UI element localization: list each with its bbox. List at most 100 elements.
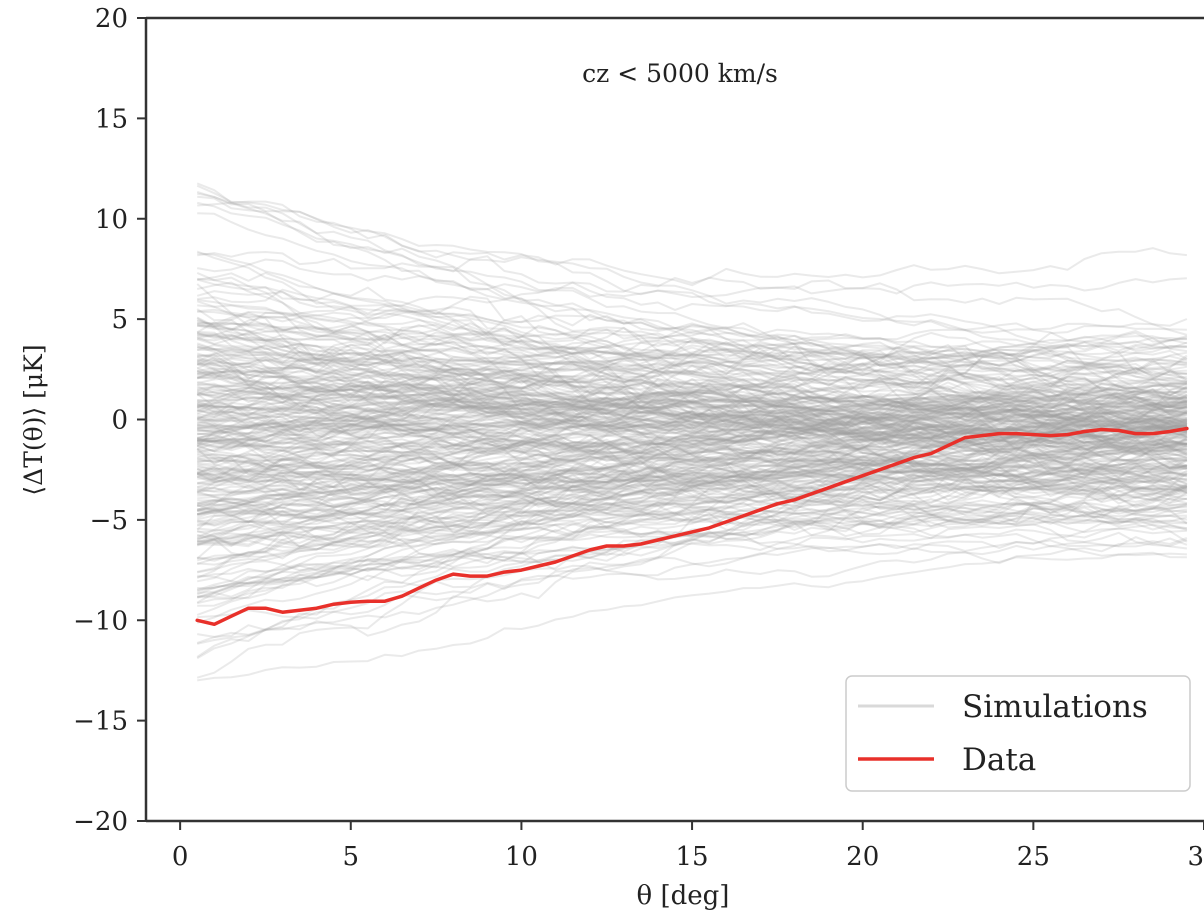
simulation-line [196, 400, 1188, 492]
simulation-line [197, 288, 1188, 378]
simulation-line [196, 506, 1187, 544]
simulation-line [196, 374, 1188, 439]
simulation-line [197, 383, 1188, 435]
simulation-line [196, 469, 1188, 492]
simulation-line [197, 382, 1188, 432]
simulation-line [196, 356, 1188, 439]
simulation-line [196, 388, 1188, 482]
simulation-line [196, 423, 1188, 524]
y-tick-label: 10 [95, 205, 128, 235]
simulation-line [197, 396, 1188, 442]
simulation-line [197, 505, 1188, 552]
simulation-line [197, 388, 1188, 450]
simulation-line [197, 334, 1187, 408]
simulation-line [196, 458, 1188, 496]
simulation-line [196, 468, 1188, 548]
simulation-line [197, 404, 1188, 507]
simulation-line [196, 355, 1188, 409]
simulation-line [197, 355, 1187, 400]
simulation-line [196, 496, 1188, 624]
simulation-line [197, 338, 1188, 391]
simulation-line [197, 412, 1188, 468]
simulation-line [197, 508, 1187, 532]
simulation-line [196, 190, 1187, 406]
simulation-line [197, 369, 1188, 425]
legend-label-simulations: Simulations [962, 689, 1148, 725]
simulation-line [197, 419, 1188, 455]
simulation-line [197, 335, 1188, 422]
simulation-line [197, 383, 1187, 415]
data-line [195, 426, 1189, 627]
simulation-line [197, 523, 1188, 638]
simulation-line [197, 354, 1187, 396]
simulation-line [197, 373, 1188, 426]
simulation-line [197, 459, 1188, 583]
simulation-line [197, 437, 1187, 484]
simulation-line [196, 472, 1188, 523]
simulation-line [196, 448, 1187, 501]
simulation-line [197, 459, 1188, 591]
simulation-line [196, 410, 1187, 472]
simulation-line [196, 437, 1188, 503]
simulation-line [197, 450, 1187, 547]
simulation-line [196, 447, 1188, 605]
simulation-line [196, 426, 1187, 495]
simulation-line [197, 332, 1187, 383]
x-axis-label: θ [deg] [637, 881, 730, 911]
simulation-line [196, 322, 1188, 412]
simulation-line [197, 406, 1187, 478]
simulation-line [196, 483, 1188, 658]
simulation-line [196, 283, 1188, 473]
simulation-line [197, 442, 1188, 492]
simulation-line [197, 299, 1188, 409]
simulation-line [197, 387, 1187, 417]
simulation-line [197, 387, 1187, 423]
simulation-line [197, 251, 1188, 345]
simulation-line [196, 393, 1188, 545]
simulation-line [196, 344, 1188, 498]
simulation-line [197, 386, 1188, 452]
simulation-line [196, 396, 1188, 475]
simulation-line [197, 322, 1187, 379]
simulation-line [197, 385, 1187, 462]
simulation-line [196, 441, 1188, 475]
simulation-line [197, 277, 1187, 340]
simulation-line [197, 463, 1188, 579]
simulation-line [197, 321, 1187, 409]
simulation-line [196, 474, 1188, 521]
simulation-line [197, 402, 1188, 477]
simulation-line [197, 308, 1188, 420]
simulation-line [197, 444, 1187, 516]
simulation-line [196, 410, 1188, 546]
simulation-line [197, 419, 1187, 446]
legend: Simulations Data [845, 675, 1191, 792]
simulation-line [196, 422, 1187, 565]
y-tick-label: −15 [73, 707, 128, 737]
simulation-line [197, 426, 1187, 477]
simulation-line [197, 443, 1188, 507]
simulation-line [197, 409, 1187, 446]
simulation-line [196, 308, 1188, 488]
simulation-line [196, 513, 1188, 547]
simulation-line [197, 407, 1188, 497]
simulation-line [196, 271, 1188, 399]
simulation-line [196, 397, 1188, 452]
simulation-line [196, 401, 1188, 439]
simulation-line [196, 504, 1187, 591]
simulation-line [196, 441, 1187, 488]
simulation-line [196, 330, 1187, 409]
simulation-line [197, 443, 1187, 543]
simulation-line [197, 252, 1187, 460]
simulation-line [197, 392, 1188, 484]
simulation-line [196, 381, 1188, 429]
x-tick-label: 25 [1017, 842, 1050, 872]
x-tick-label: 30 [1187, 842, 1204, 872]
x-tick-label: 15 [676, 842, 709, 872]
simulation-line [197, 427, 1188, 454]
simulation-line [197, 479, 1188, 526]
simulation-line [197, 462, 1188, 516]
simulation-line [197, 394, 1188, 476]
simulation-line [196, 390, 1187, 450]
simulation-line [197, 427, 1188, 598]
simulation-line [197, 415, 1187, 449]
